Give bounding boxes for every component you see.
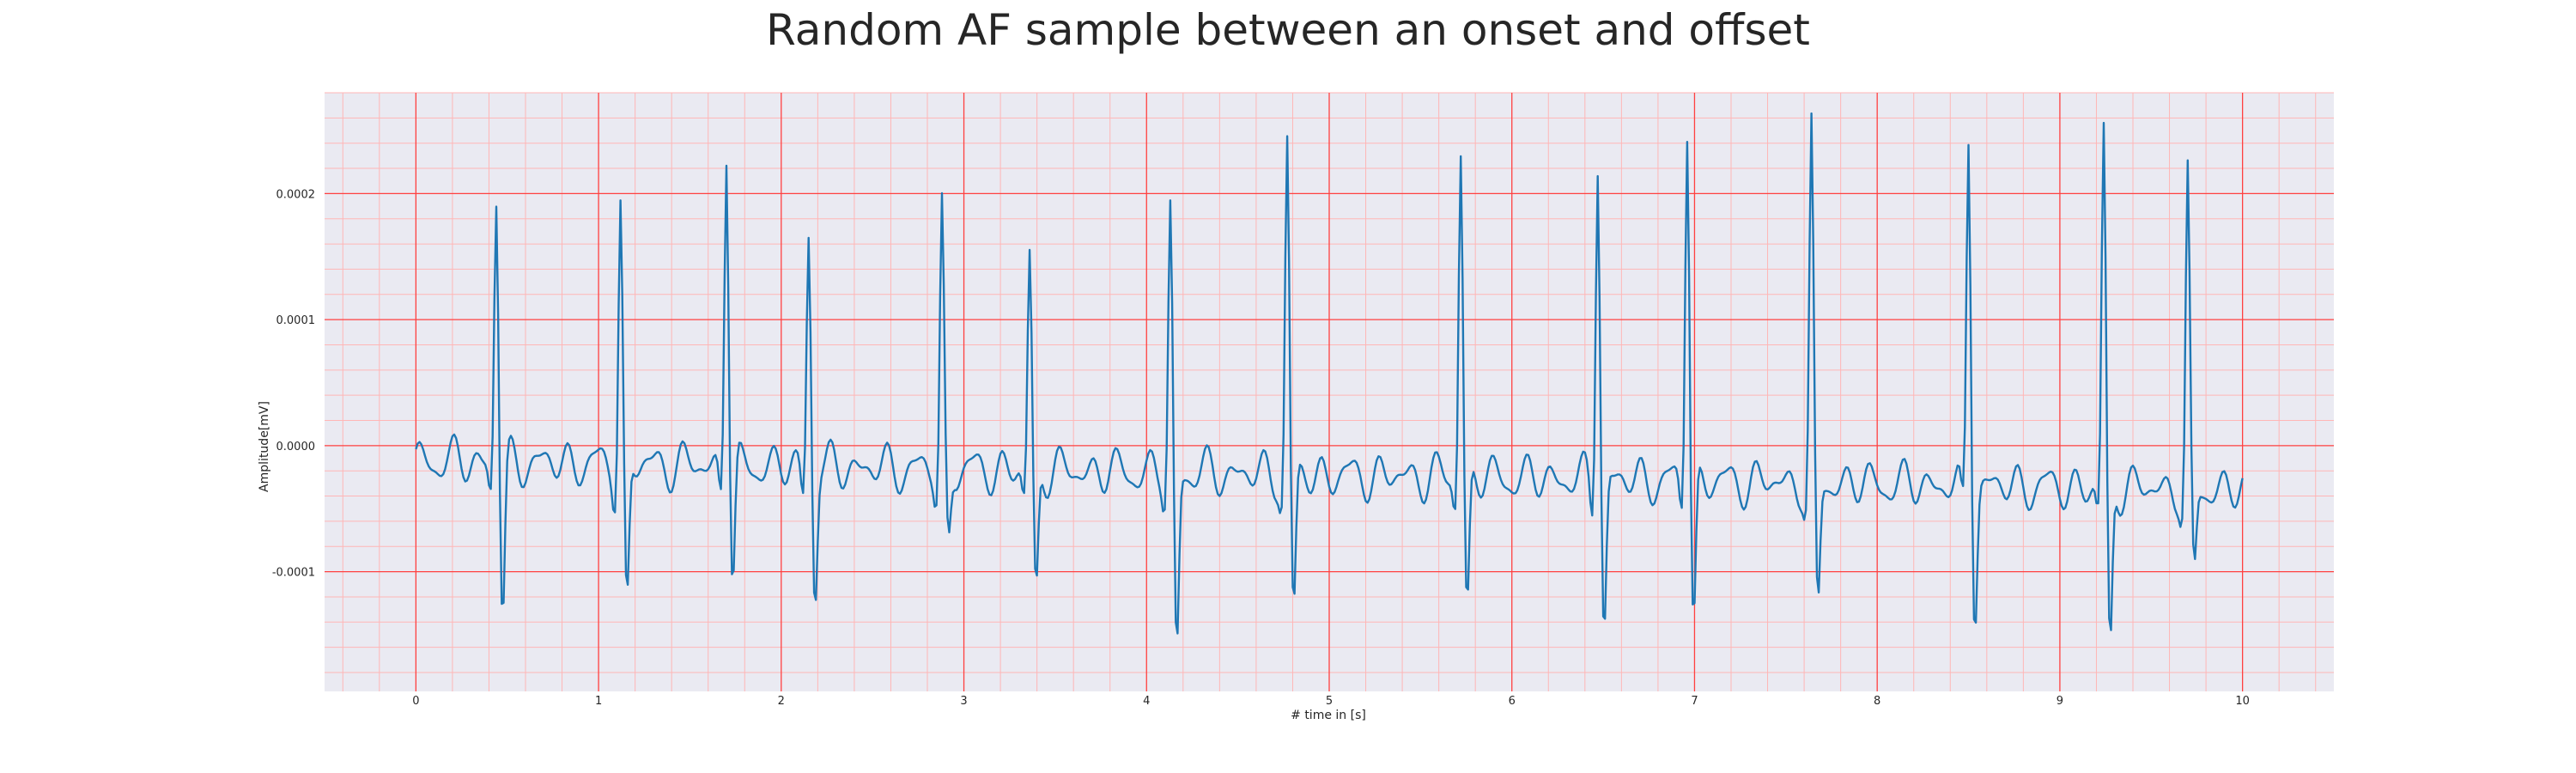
x-axis-label: # time in [s] bbox=[1291, 709, 1366, 722]
y-tick-label: -0.0001 bbox=[272, 567, 315, 580]
y-tick-label: 0.0001 bbox=[276, 314, 316, 327]
x-tick-label: 5 bbox=[1326, 695, 1333, 708]
x-tick-label: 10 bbox=[2235, 695, 2250, 708]
series-line bbox=[415, 112, 2244, 635]
x-tick-label: 8 bbox=[1874, 695, 1880, 708]
x-tick-label: 7 bbox=[1691, 695, 1698, 708]
x-axis-ticks: 0 1 2 3 4 5 6 7 8 9 10 bbox=[412, 695, 2250, 708]
y-axis-label: Amplitude[mV] bbox=[258, 401, 271, 492]
y-axis-ticks: 0.0002 0.0001 0.0000 -0.0001 bbox=[272, 188, 315, 579]
y-tick-label: 0.0000 bbox=[276, 441, 316, 453]
y-tick-label: 0.0002 bbox=[276, 188, 316, 201]
x-tick-label: 6 bbox=[1509, 695, 1516, 708]
x-tick-label: 2 bbox=[778, 695, 785, 708]
x-tick-label: 4 bbox=[1143, 695, 1150, 708]
major-grid bbox=[325, 93, 2334, 691]
x-tick-label: 3 bbox=[960, 695, 967, 708]
chart-title: Random AF sample between an onset and of… bbox=[766, 5, 1810, 55]
x-tick-label: 0 bbox=[412, 695, 419, 708]
x-tick-label: 9 bbox=[2057, 695, 2063, 708]
x-tick-label: 1 bbox=[595, 695, 602, 708]
